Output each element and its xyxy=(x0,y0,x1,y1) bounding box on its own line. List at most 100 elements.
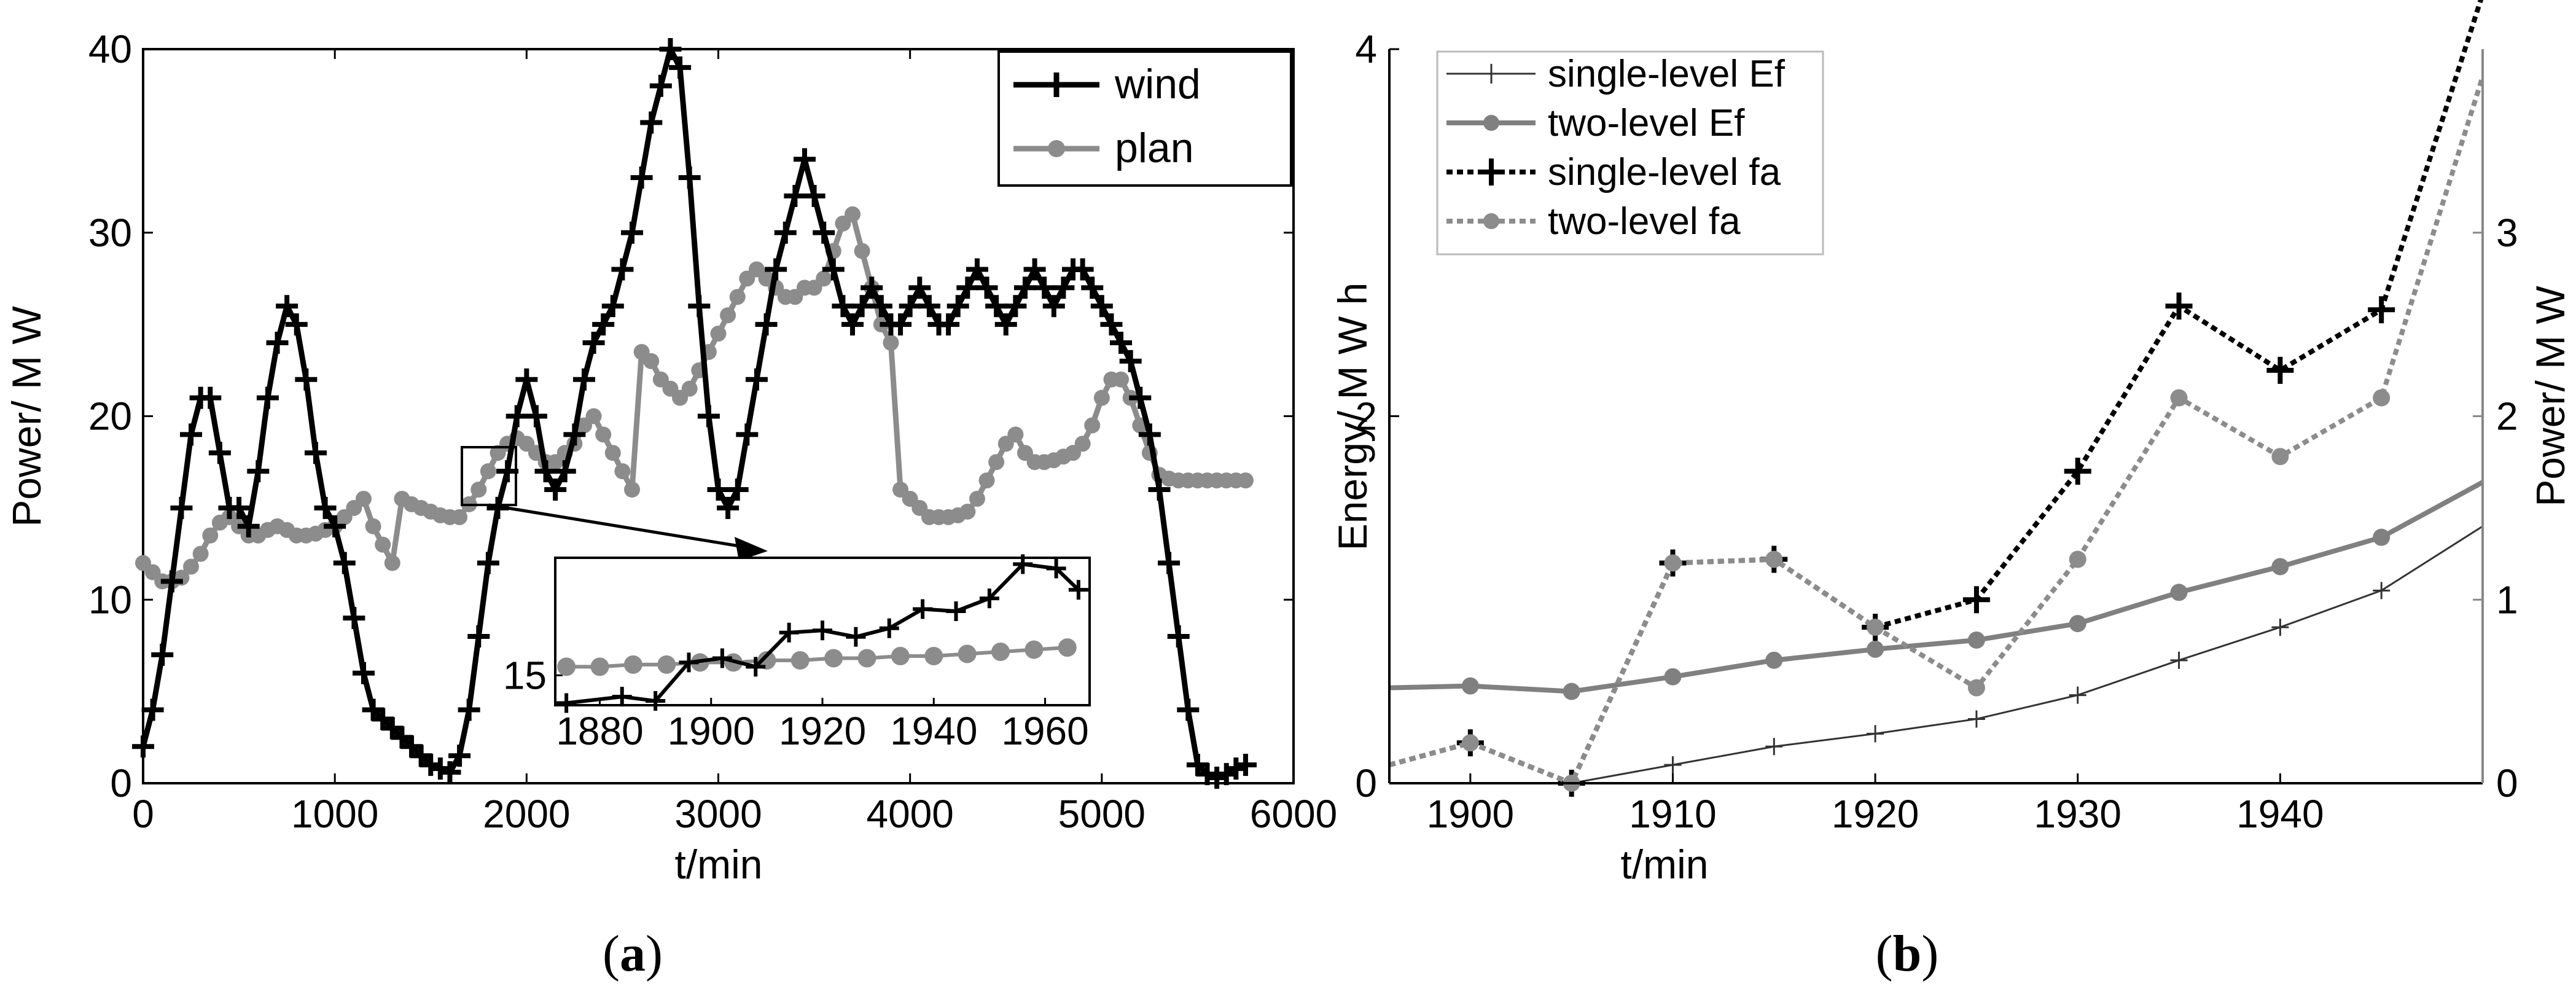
legend-two-fa-label: two-level fa xyxy=(1548,200,1741,243)
data-point-wind xyxy=(1234,754,1257,776)
chart-b-data-point xyxy=(2069,615,2086,633)
data-point-wind xyxy=(276,295,299,318)
data-point-plan xyxy=(470,482,487,498)
chart-b-data-point xyxy=(1967,631,1985,649)
data-point-wind xyxy=(630,166,653,189)
inset-series-plan-line xyxy=(566,646,1067,669)
chart-b-y-tick-label: 4 xyxy=(1355,27,1377,71)
inset-data-point-plan xyxy=(991,643,1010,662)
legend-single-fa-label: single-level fa xyxy=(1548,151,1781,194)
data-point-wind xyxy=(151,643,174,666)
data-point-wind xyxy=(707,479,730,501)
data-point-wind xyxy=(1177,698,1200,721)
data-point-plan xyxy=(845,206,861,222)
data-point-plan xyxy=(355,490,372,507)
data-point-wind xyxy=(1138,423,1161,446)
data-point-plan xyxy=(614,463,631,480)
data-point-wind xyxy=(467,625,490,647)
chart-b-right-y-tick-label: 0 xyxy=(2496,761,2518,805)
chart-b-y-tick-label: 0 xyxy=(1355,761,1377,805)
legend-single-ef-label: single-level Ef xyxy=(1548,53,1786,95)
data-point-plan xyxy=(1113,371,1130,388)
chart-a-x-tick-label: 4000 xyxy=(866,792,953,836)
data-point-wind xyxy=(697,405,720,428)
chart-b-data-point xyxy=(1867,619,1884,636)
data-point-plan xyxy=(202,527,219,544)
data-point-wind xyxy=(563,423,586,446)
data-point-wind xyxy=(1100,313,1123,336)
inset-data-point-plan xyxy=(1025,640,1044,659)
data-point-wind xyxy=(1013,276,1036,299)
chart-b-data-point xyxy=(2271,619,2289,636)
chart-a-x-tick-label: 1000 xyxy=(291,792,378,836)
legend-two-fa-marker xyxy=(1483,213,1499,229)
legend-plan-label: plan xyxy=(1115,125,1194,171)
data-point-wind xyxy=(832,295,854,318)
chart-b-series-line xyxy=(1388,76,2485,787)
inset-data-point-wind xyxy=(1013,554,1033,574)
data-point-plan xyxy=(1084,417,1101,434)
chart-b-data-point xyxy=(2373,582,2391,600)
inset-data-point-plan xyxy=(924,647,943,665)
inset-data-point-plan xyxy=(657,655,676,674)
chart-b-data-point xyxy=(2170,389,2188,407)
data-point-plan xyxy=(451,509,468,525)
chart-b: 1900 1910 1920 1930 1940 0 2 4 0 1 2 3 t/min Energy… xyxy=(1330,0,2573,982)
data-point-plan xyxy=(192,545,209,562)
data-point-wind xyxy=(918,295,940,318)
inset-data-point-wind xyxy=(979,588,999,609)
data-point-wind xyxy=(343,607,365,630)
data-point-wind xyxy=(534,460,557,483)
inset-data-point-plan xyxy=(857,649,876,668)
inset-data-point-plan xyxy=(590,657,609,676)
chart-b-data-point xyxy=(2368,296,2395,324)
data-point-wind xyxy=(765,258,787,281)
data-point-wind xyxy=(1158,552,1181,574)
data-point-wind xyxy=(784,185,806,207)
data-point-plan xyxy=(1237,472,1254,489)
chart-b-data-point xyxy=(2266,356,2294,384)
data-point-wind xyxy=(572,368,595,391)
data-point-wind xyxy=(180,423,203,446)
chart-b-data-point xyxy=(2170,584,2188,601)
data-point-wind xyxy=(1004,295,1027,318)
inset-data-point-wind xyxy=(1068,580,1088,600)
data-point-plan xyxy=(643,353,660,369)
legend-two-ef-label: two-level Ef xyxy=(1548,102,1745,144)
data-point-wind xyxy=(170,496,193,519)
data-point-plan xyxy=(969,490,985,507)
chart-b-x-axis-label: t/min xyxy=(1620,842,1708,887)
legend-wind-label: wind xyxy=(1114,61,1201,108)
chart-a-y-tick-label: 20 xyxy=(88,394,132,439)
inset-data-point-wind xyxy=(779,622,799,643)
inset-data-point-wind xyxy=(612,687,632,707)
data-point-plan xyxy=(720,307,736,324)
data-point-wind xyxy=(1071,258,1094,281)
data-point-wind xyxy=(985,295,1008,318)
data-point-wind xyxy=(803,185,825,207)
data-point-wind xyxy=(813,221,835,244)
data-point-wind xyxy=(333,552,356,574)
chart-b-x-tick-label: 1910 xyxy=(1629,792,1716,836)
chart-b-data-point xyxy=(1664,756,1682,774)
data-point-wind xyxy=(611,258,634,281)
data-point-wind xyxy=(160,570,183,593)
legend-single-fa-marker xyxy=(1478,158,1505,186)
data-point-wind xyxy=(314,496,337,519)
data-point-wind xyxy=(659,38,682,60)
data-point-plan xyxy=(1007,426,1024,443)
inset-data-point-wind xyxy=(679,652,699,673)
data-point-wind xyxy=(256,386,279,409)
data-point-plan xyxy=(1074,436,1091,452)
chart-b-data-point xyxy=(2069,686,2086,704)
data-point-wind xyxy=(793,148,816,171)
inset-x-tick-label: 1920 xyxy=(779,709,866,753)
inset-data-point-wind xyxy=(746,657,766,677)
legend-two-ef-marker xyxy=(1483,115,1499,131)
data-point-plan xyxy=(595,426,612,443)
data-point-wind xyxy=(1110,332,1133,354)
data-point-wind xyxy=(678,166,701,189)
chart-b-data-point xyxy=(2069,550,2086,568)
data-point-plan xyxy=(604,445,621,461)
